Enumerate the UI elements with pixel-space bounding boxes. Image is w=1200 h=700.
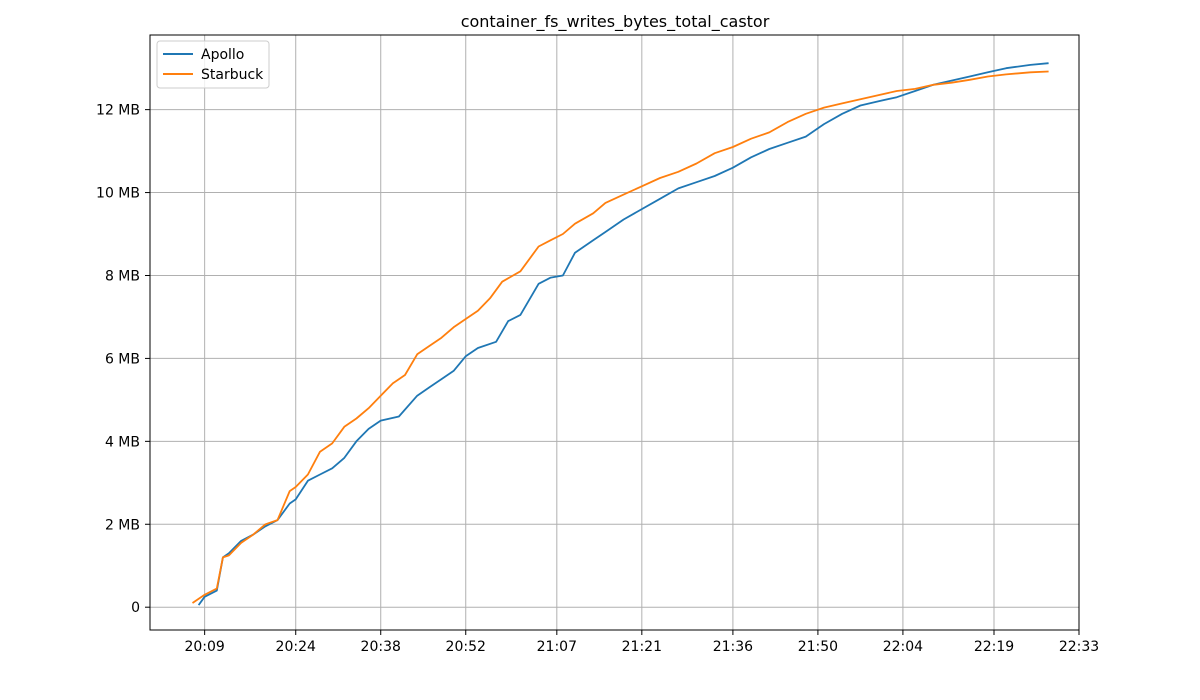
series-layer (191, 62, 1049, 606)
x-tick-label: 21:21 (622, 639, 662, 655)
x-tick-label: 20:09 (184, 639, 224, 655)
x-axis: 20:09 20:24 20:38 20:52 21:07 21:21 21:36 21:50… (184, 630, 1099, 655)
y-tick-label: 12 MB (96, 103, 140, 119)
x-tick-label: 22:33 (1059, 639, 1099, 655)
series-line-starbuck (191, 70, 1049, 604)
x-tick-label: 21:07 (537, 639, 577, 655)
legend: Apollo Starbuck (156, 40, 270, 89)
y-tick-label: 4 MB (105, 434, 140, 450)
legend-label-apollo: Apollo (201, 47, 244, 63)
series-line-apollo (197, 62, 1049, 606)
legend-box (156, 40, 270, 89)
y-tick-label: 0 (131, 600, 140, 616)
x-tick-label: 22:04 (883, 639, 923, 655)
x-tick-label: 20:24 (276, 639, 316, 655)
y-tick-label: 2 MB (105, 517, 140, 533)
x-tick-label: 20:38 (361, 639, 401, 655)
legend-label-starbuck: Starbuck (201, 67, 264, 83)
chart-title: container_fs_writes_bytes_total_castor (461, 12, 770, 32)
x-tick-label: 21:36 (713, 639, 753, 655)
y-tick-label: 8 MB (105, 268, 140, 284)
x-tick-label: 21:50 (798, 639, 838, 655)
x-tick-label: 22:19 (974, 639, 1014, 655)
x-tick-label: 20:52 (446, 639, 486, 655)
plot-area-frame (149, 34, 1080, 631)
y-tick-label: 10 MB (96, 186, 140, 202)
y-tick-label: 6 MB (105, 351, 140, 367)
y-axis: 0 2 MB 4 MB 6 MB 8 MB 10 MB 12 MB (96, 103, 150, 616)
